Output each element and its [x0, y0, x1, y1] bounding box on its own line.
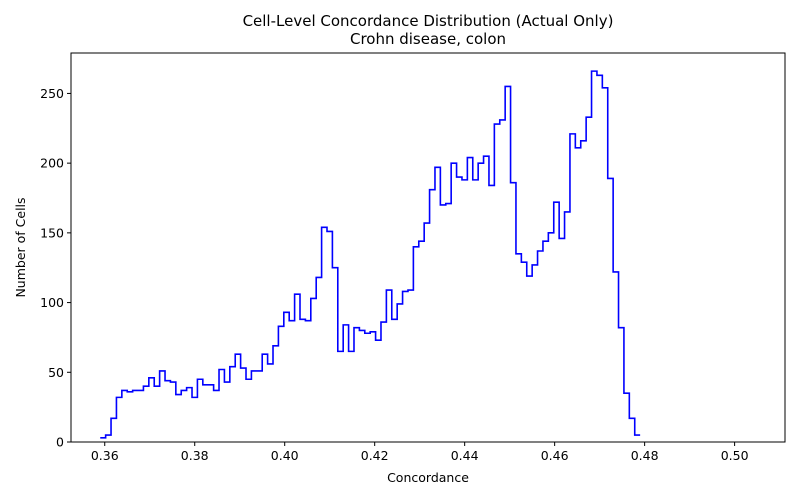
x-tick-label: 0.48 — [631, 448, 659, 463]
y-tick-label: 150 — [40, 225, 64, 240]
x-ticks: 0.36 0.38 0.40 0.42 0.44 0.46 0.48 0.50 — [91, 442, 749, 463]
histogram-step-line — [100, 70, 641, 439]
x-axis-label: Concordance — [387, 470, 469, 485]
y-axis-label: Number of Cells — [13, 197, 28, 297]
x-tick-label: 0.44 — [451, 448, 479, 463]
chart-subtitle: Crohn disease, colon — [350, 30, 506, 48]
x-tick-label: 0.36 — [91, 448, 119, 463]
x-tick-label: 0.50 — [721, 448, 749, 463]
y-tick-label: 50 — [48, 365, 64, 380]
y-tick-label: 100 — [40, 295, 64, 310]
x-tick-label: 0.38 — [181, 448, 209, 463]
x-tick-label: 0.40 — [271, 448, 299, 463]
x-tick-label: 0.42 — [361, 448, 389, 463]
y-tick-label: 250 — [40, 86, 64, 101]
y-tick-label: 0 — [56, 435, 64, 450]
y-ticks: 0 50 100 150 200 250 — [40, 86, 71, 450]
x-tick-label: 0.46 — [541, 448, 569, 463]
plot-frame — [70, 52, 786, 443]
chart-title: Cell-Level Concordance Distribution (Act… — [243, 12, 614, 30]
y-tick-label: 200 — [40, 156, 64, 171]
